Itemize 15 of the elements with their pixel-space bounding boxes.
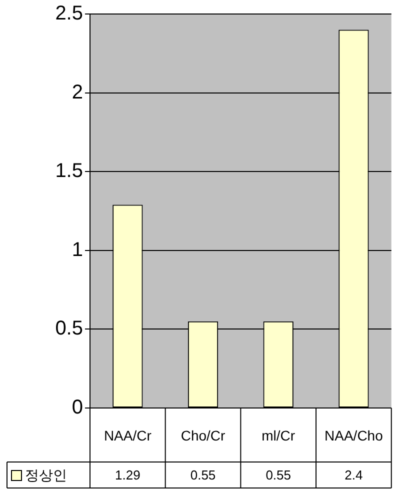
data-label: 1.29	[115, 468, 140, 483]
data-label: 0.55	[266, 468, 292, 483]
y-tick-label: 1	[72, 238, 83, 261]
legend-label: 정상인	[25, 466, 67, 483]
x-tick-label: NAA/Cr	[104, 427, 152, 444]
y-tick-label: 1.5	[55, 160, 83, 182]
y-tick-label: 0	[72, 396, 83, 419]
y-tick-label: 0.5	[55, 318, 83, 340]
x-tick-label: ml/Cr	[262, 427, 296, 444]
data-label: 2.4	[344, 468, 363, 483]
y-tick-label: 2.5	[55, 2, 83, 25]
x-tick-label: Cho/Cr	[180, 427, 226, 444]
data-label: 0.55	[190, 468, 216, 483]
y-tick-label: 2	[72, 81, 83, 104]
x-tick-label: NAA/Cho	[324, 427, 384, 444]
